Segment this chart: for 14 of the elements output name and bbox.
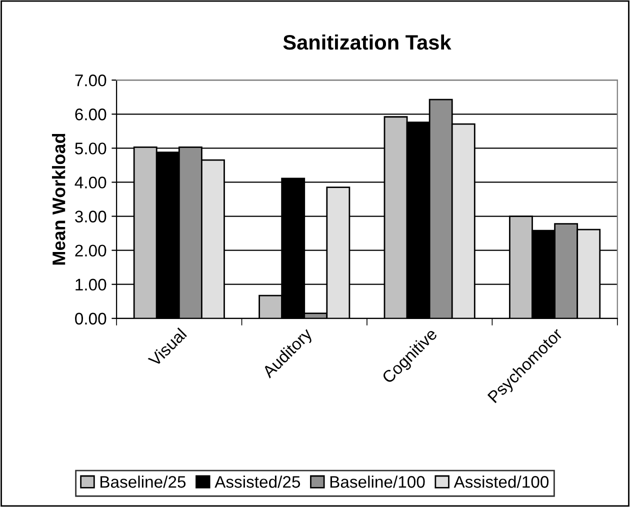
y-tick-label: 2.00: [75, 244, 106, 257]
y-tick-label: 3.00: [75, 210, 106, 222]
y-tick-label: 0.00: [75, 312, 106, 325]
chart-title: Sanitization Task: [283, 34, 452, 50]
y-tick-label: 4.00: [74, 176, 106, 188]
y-tick-label: 5.00: [75, 142, 106, 154]
y-axis-title: Mean Workload: [52, 134, 66, 265]
y-tick-label: 6.00: [75, 108, 106, 120]
y-tick-label: 7.00: [75, 74, 106, 86]
y-tick-label: 1.00: [76, 278, 106, 291]
legend-label: Assisted/25: [214, 476, 300, 488]
legend-label: Baseline/100: [330, 476, 425, 488]
legend-label: Assisted/100: [454, 476, 549, 488]
legend-label: Baseline/25: [100, 476, 186, 488]
